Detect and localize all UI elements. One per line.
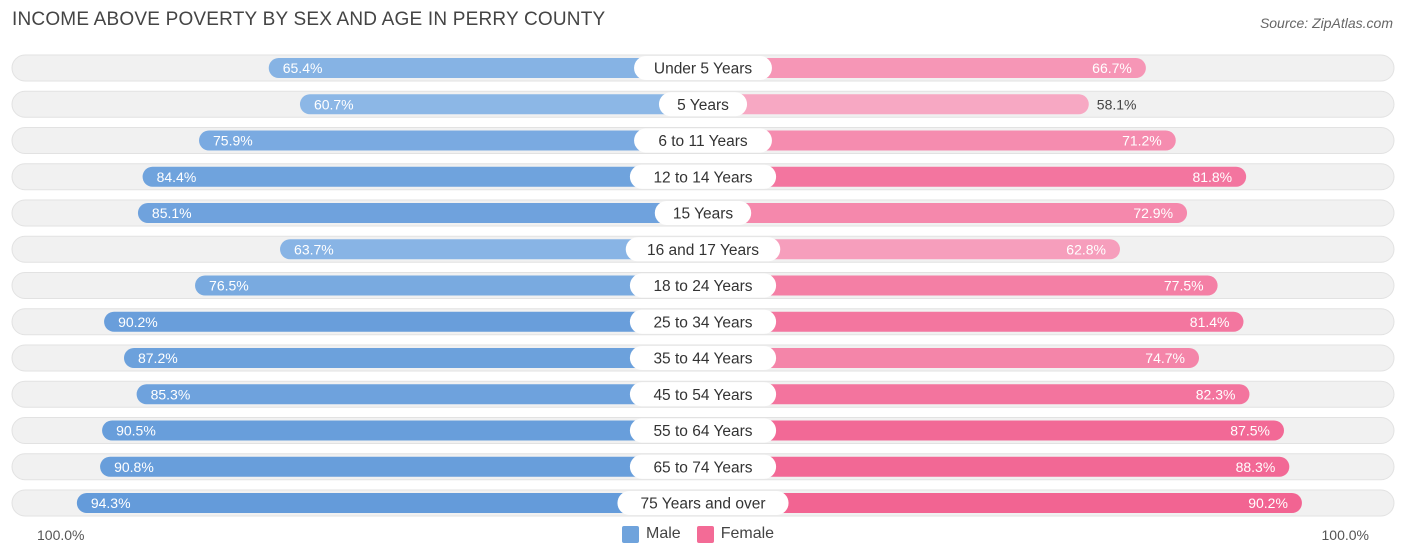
value-label-female: 87.5%	[1230, 423, 1270, 439]
category-pill	[634, 128, 772, 153]
source-credit: Source: ZipAtlas.com	[1259, 15, 1393, 31]
bar-male	[104, 311, 703, 332]
value-label-male: 87.2%	[138, 350, 178, 366]
axis-right-label: 100.0%	[1321, 527, 1369, 543]
value-label-female: 82.3%	[1196, 386, 1236, 402]
value-label-female: 90.2%	[1248, 495, 1288, 511]
category-pill	[617, 491, 789, 515]
bar-male	[137, 203, 703, 223]
value-label-female: 81.4%	[1190, 314, 1230, 330]
legend-item-male: Male	[622, 525, 681, 543]
bar-male	[268, 58, 703, 78]
category-label: 16 and 17 Years	[647, 242, 759, 259]
bar-female	[703, 58, 1146, 78]
value-label-female: 81.8%	[1192, 169, 1232, 185]
category-label: Under 5 Years	[654, 61, 752, 78]
category-label: 55 to 64 Years	[653, 423, 752, 440]
bar-male	[76, 493, 703, 513]
value-label-male: 60.7%	[314, 96, 354, 112]
bar-male	[195, 275, 704, 296]
category-label: 5 Years	[677, 97, 729, 114]
category-label: 45 to 54 Years	[653, 387, 752, 404]
legend-swatch-female	[696, 525, 714, 543]
bar-male	[142, 166, 704, 187]
value-label-male: 90.5%	[116, 423, 156, 439]
value-label-male: 90.8%	[114, 459, 154, 475]
category-pill	[629, 309, 777, 334]
value-label-male: 94.3%	[91, 495, 131, 511]
value-label-male: 85.1%	[152, 205, 192, 221]
category-label: 65 to 74 Years	[653, 459, 752, 476]
value-label-male: 75.9%	[213, 133, 253, 149]
chart-title: INCOME ABOVE POVERTY BY SEX AND AGE IN P…	[12, 9, 606, 30]
category-pill	[629, 346, 777, 370]
category-pill	[654, 201, 752, 225]
category-pill	[629, 454, 777, 479]
category-label: 25 to 34 Years	[653, 314, 752, 331]
chart-area: 65.4% 66.7% Under 5 Years 60.7% 58.1% 5 Years…	[11, 54, 1395, 517]
value-label-female: 62.8%	[1066, 241, 1106, 257]
bar-female	[703, 420, 1284, 441]
bar-female	[703, 384, 1250, 405]
legend-item-female: Female	[696, 525, 775, 543]
axis-left-label: 100.0%	[37, 527, 85, 543]
value-label-male: 65.4%	[283, 60, 323, 76]
value-label-male: 63.7%	[294, 241, 334, 257]
bar-female	[703, 311, 1244, 332]
category-pill	[625, 237, 781, 262]
bar-female	[703, 275, 1218, 296]
bar-male	[136, 384, 703, 405]
bar-female	[703, 456, 1290, 477]
value-label-male: 85.3%	[151, 386, 191, 402]
category-label: 75 Years and over	[641, 496, 766, 513]
bar-female	[703, 493, 1302, 513]
value-label-female: 72.9%	[1133, 205, 1173, 221]
category-pill	[629, 164, 777, 189]
category-pill	[629, 273, 777, 298]
bar-male	[299, 94, 703, 115]
legend: Male Female	[622, 525, 790, 543]
category-label: 12 to 14 Years	[653, 169, 752, 186]
category-label: 18 to 24 Years	[653, 278, 752, 295]
category-label: 35 to 44 Years	[653, 351, 752, 368]
category-pill	[658, 92, 748, 117]
bar-male	[102, 420, 703, 441]
category-pill	[629, 382, 777, 407]
value-label-male: 76.5%	[209, 278, 249, 294]
value-label-male: 84.4%	[157, 169, 197, 185]
category-label: 6 to 11 Years	[658, 133, 748, 150]
bar-male	[199, 130, 704, 151]
bar-female	[703, 348, 1200, 368]
value-label-female: 71.2%	[1122, 133, 1162, 149]
legend-label-female: Female	[720, 525, 775, 542]
category-pill	[629, 418, 777, 443]
bar-female	[703, 203, 1188, 223]
category-label: 15 Years	[673, 206, 734, 223]
bar-female	[703, 166, 1247, 187]
legend-swatch-male	[622, 525, 639, 543]
bar-female	[703, 130, 1176, 151]
value-label-female: 74.7%	[1145, 350, 1185, 366]
category-pill	[634, 56, 772, 80]
bar-male	[280, 239, 703, 260]
value-label-male: 90.2%	[118, 314, 158, 330]
value-label-female: 66.7%	[1092, 60, 1132, 76]
bar-female	[703, 94, 1089, 115]
bar-male	[100, 456, 703, 477]
value-label-female: 88.3%	[1236, 459, 1276, 475]
legend-label-male: Male	[646, 525, 681, 542]
value-label-female: 58.1%	[1097, 96, 1137, 112]
value-label-female: 77.5%	[1164, 278, 1204, 294]
bar-female	[703, 239, 1120, 260]
bar-male	[123, 348, 703, 368]
